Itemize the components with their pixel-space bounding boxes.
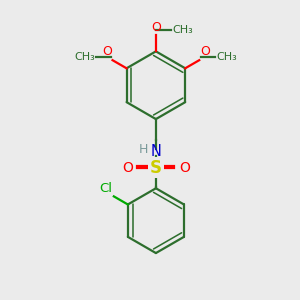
Text: CH₃: CH₃ bbox=[172, 25, 193, 35]
Text: S: S bbox=[150, 159, 162, 177]
Text: N: N bbox=[151, 144, 161, 159]
Text: O: O bbox=[200, 45, 210, 58]
Text: H: H bbox=[139, 142, 148, 156]
Text: O: O bbox=[102, 45, 112, 58]
Text: CH₃: CH₃ bbox=[217, 52, 237, 62]
Text: CH₃: CH₃ bbox=[74, 52, 95, 62]
Text: Cl: Cl bbox=[100, 182, 112, 195]
Text: O: O bbox=[179, 161, 190, 175]
Text: O: O bbox=[122, 161, 133, 175]
Text: O: O bbox=[151, 21, 161, 34]
